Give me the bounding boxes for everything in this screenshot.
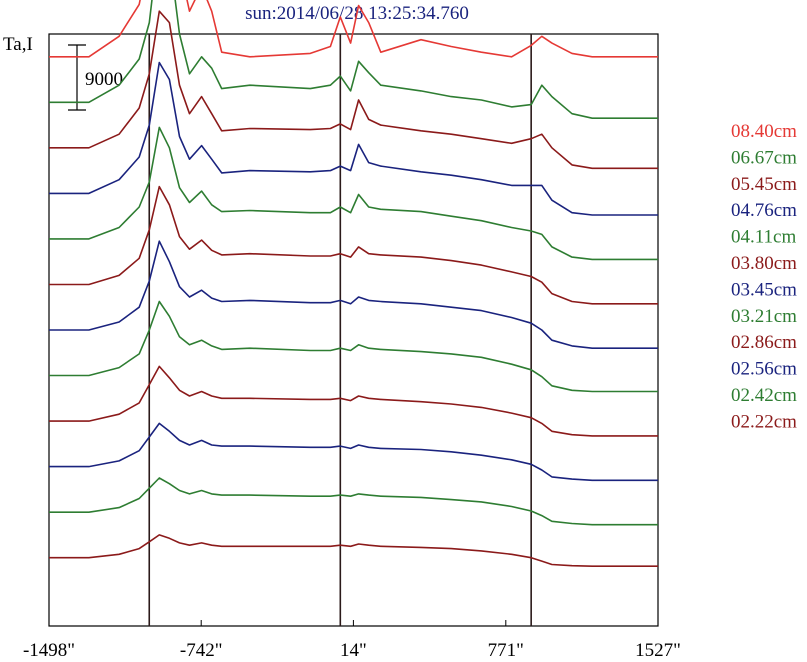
- vertical-markers: [148, 34, 532, 626]
- series-line-02.22cm: [49, 534, 658, 568]
- series-line-04.11cm: [49, 126, 658, 261]
- legend-entry: 04.76cm: [731, 200, 797, 221]
- legend-entry: 08.40cm: [731, 121, 797, 142]
- series-line-02.56cm: [49, 422, 658, 482]
- x-tick-label: 771": [488, 640, 524, 661]
- series-line-03.21cm: [49, 300, 658, 393]
- y-axis-label: Ta,I: [3, 34, 33, 55]
- plot-frame: [48, 33, 659, 627]
- legend-entry: 02.86cm: [731, 332, 797, 353]
- legend-entry: 03.45cm: [731, 279, 797, 300]
- legend-entry: 05.45cm: [731, 174, 797, 195]
- x-tick-label: 1527": [635, 640, 681, 661]
- legend-entry: 02.42cm: [731, 385, 797, 406]
- scale-bar: 9000: [68, 44, 123, 111]
- x-tick-label: -1498": [23, 640, 75, 661]
- legend: 08.40cm 06.67cm 05.45cm 04.76cm 04.11cm 03.80…: [731, 121, 797, 432]
- x-tick-label: 14": [340, 640, 367, 661]
- legend-entry: 03.21cm: [731, 306, 797, 327]
- series-line-03.80cm: [49, 185, 658, 305]
- series-line-05.45cm: [49, 10, 658, 170]
- series-line-02.42cm: [49, 477, 658, 526]
- legend-entry: 02.56cm: [731, 359, 797, 380]
- series-line-08.40cm: [49, 0, 658, 58]
- series-line-03.45cm: [49, 240, 658, 350]
- series-line-06.67cm: [49, 0, 658, 119]
- x-axis-ticks: -1498" -742" 14" 771" 1527": [23, 620, 681, 661]
- spectral-curves: [49, 0, 658, 568]
- legend-entry: 04.11cm: [731, 227, 796, 248]
- series-line-02.86cm: [49, 365, 658, 437]
- legend-entry: 06.67cm: [731, 147, 797, 168]
- x-tick-label: -742": [180, 640, 223, 661]
- series-line-04.76cm: [49, 61, 658, 216]
- legend-entry: 03.80cm: [731, 253, 797, 274]
- legend-entry: 02.22cm: [731, 411, 797, 432]
- scale-bar-label: 9000: [85, 69, 123, 90]
